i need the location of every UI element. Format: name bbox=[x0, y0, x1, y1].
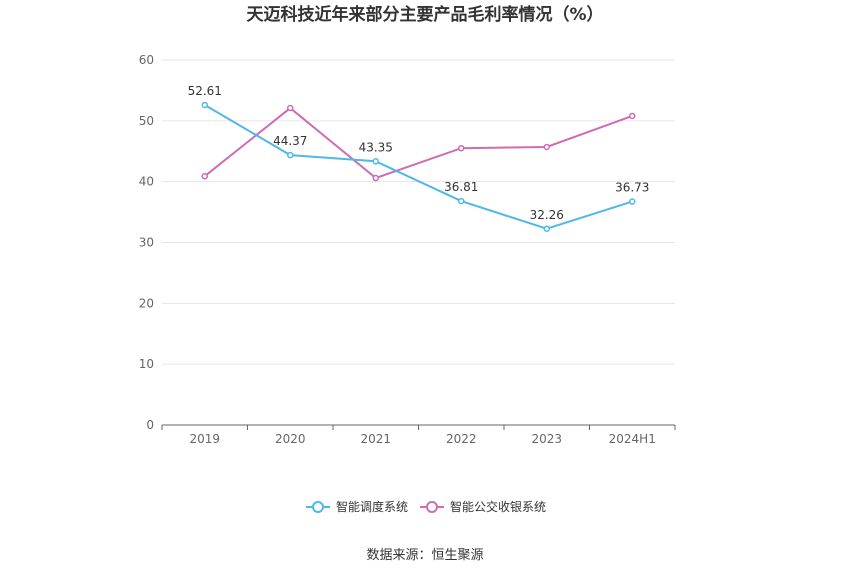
data-label: 36.81 bbox=[444, 180, 478, 194]
y-tick-label: 0 bbox=[146, 418, 154, 432]
x-tick-label: 2020 bbox=[275, 432, 306, 446]
series-layer bbox=[201, 101, 636, 233]
y-tick-label: 10 bbox=[139, 357, 154, 371]
grid bbox=[162, 59, 675, 365]
data-label: 44.37 bbox=[273, 134, 307, 148]
data-label: 36.73 bbox=[615, 181, 649, 195]
x-axis: 2019 2020 2021 2022 2023 2024H1 bbox=[161, 424, 676, 446]
y-tick-label: 60 bbox=[139, 53, 154, 67]
data-point[interactable] bbox=[543, 225, 550, 233]
y-tick-label: 30 bbox=[139, 236, 154, 250]
x-tick-label: 2024H1 bbox=[609, 432, 656, 446]
data-label: 43.35 bbox=[359, 140, 393, 154]
legend-label: 智能调度系统 bbox=[336, 499, 408, 514]
legend-item[interactable]: 智能调度系统 bbox=[306, 499, 408, 514]
data-point[interactable] bbox=[287, 151, 294, 159]
data-label: 52.61 bbox=[188, 84, 222, 98]
legend-item[interactable]: 智能公交收银系统 bbox=[420, 499, 546, 514]
y-axis: 0 10 20 30 40 50 60 bbox=[139, 53, 154, 432]
data-point[interactable] bbox=[543, 143, 550, 151]
data-point[interactable] bbox=[201, 172, 208, 180]
x-tick-label: 2021 bbox=[360, 432, 391, 446]
data-point[interactable] bbox=[201, 101, 208, 109]
legend[interactable]: 智能调度系统 智能公交收银系统 bbox=[306, 499, 546, 514]
x-tick-label: 2023 bbox=[531, 432, 562, 446]
x-tick-label: 2019 bbox=[189, 432, 220, 446]
data-point[interactable] bbox=[458, 144, 465, 152]
series-line bbox=[204, 104, 633, 230]
source-note: 数据来源：恒生聚源 bbox=[366, 548, 483, 563]
data-point[interactable] bbox=[287, 104, 294, 112]
chart-title: 天迈科技近年来部分主要产品毛利率情况（%） bbox=[246, 4, 603, 25]
data-point[interactable] bbox=[629, 112, 636, 120]
data-point[interactable] bbox=[372, 174, 379, 182]
series-line bbox=[204, 106, 633, 180]
y-tick-label: 50 bbox=[139, 114, 154, 128]
data-point[interactable] bbox=[629, 198, 636, 205]
data-label: 32.26 bbox=[530, 208, 564, 222]
legend-label: 智能公交收银系统 bbox=[450, 499, 546, 514]
data-point[interactable] bbox=[458, 197, 465, 205]
y-tick-label: 20 bbox=[139, 296, 154, 310]
legend-marker bbox=[426, 501, 438, 513]
legend-marker bbox=[312, 501, 324, 513]
data-labels: 52.61 44.37 43.35 36.81 32.26 36.73 bbox=[188, 84, 650, 222]
y-tick-label: 40 bbox=[139, 175, 154, 189]
data-point[interactable] bbox=[372, 158, 379, 165]
x-tick-label: 2022 bbox=[446, 432, 477, 446]
